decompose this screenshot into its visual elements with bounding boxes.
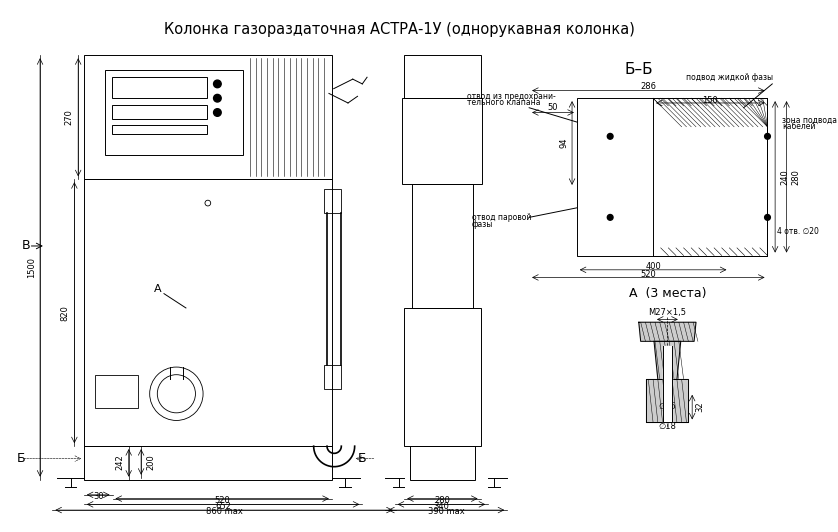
Bar	[404, 55, 480, 98]
Text: 520: 520	[640, 270, 656, 279]
Bar	[324, 365, 341, 389]
Polygon shape	[646, 379, 688, 422]
Polygon shape	[639, 322, 696, 342]
Bar	[84, 179, 332, 446]
Text: 340: 340	[433, 502, 449, 511]
Bar	[404, 308, 480, 446]
Text: 240: 240	[780, 170, 789, 185]
Text: 32: 32	[696, 402, 704, 412]
Text: кабелей: кабелей	[782, 122, 815, 131]
Polygon shape	[654, 342, 680, 379]
Bar	[105, 70, 243, 155]
Bar	[577, 98, 768, 255]
Text: А  (3 места): А (3 места)	[628, 287, 706, 300]
Circle shape	[214, 109, 221, 117]
Text: Б: Б	[358, 452, 366, 465]
Text: Колонка газораздаточная АСТРА-1У (однорукавная колонка): Колонка газораздаточная АСТРА-1У (однору…	[164, 22, 635, 37]
Text: зона подвода: зона подвода	[782, 115, 837, 124]
Bar	[96, 375, 138, 408]
Text: отвод из предохрани-: отвод из предохрани-	[467, 92, 556, 101]
Circle shape	[764, 214, 770, 220]
Text: подвод жидкой фазы: подвод жидкой фазы	[686, 73, 773, 82]
Text: 1500: 1500	[27, 257, 36, 278]
Text: 652: 652	[215, 502, 231, 511]
Circle shape	[608, 134, 613, 139]
Text: 94: 94	[560, 138, 569, 148]
Bar	[411, 184, 473, 308]
Text: 50: 50	[548, 103, 558, 112]
Bar	[84, 446, 332, 479]
Text: 200: 200	[146, 454, 155, 470]
Text: ∅18: ∅18	[659, 422, 676, 431]
Text: тельного клапана: тельного клапана	[467, 98, 541, 107]
Text: отвод паровой: отвод паровой	[472, 213, 531, 222]
Text: 280: 280	[434, 496, 450, 505]
Bar	[402, 98, 483, 184]
Text: ∅15: ∅15	[659, 402, 676, 411]
Text: 820: 820	[60, 305, 70, 321]
Bar	[324, 189, 341, 213]
Polygon shape	[663, 346, 672, 422]
Text: 280: 280	[792, 169, 800, 185]
Text: М27×1,5: М27×1,5	[649, 308, 686, 317]
Circle shape	[764, 134, 770, 139]
Text: 30: 30	[93, 492, 104, 501]
Bar	[111, 77, 207, 98]
Bar	[84, 55, 332, 179]
Text: 390 max: 390 max	[428, 508, 464, 517]
Text: 400: 400	[645, 262, 661, 271]
Text: 520: 520	[215, 496, 230, 505]
Text: 4 отв. ∅20: 4 отв. ∅20	[777, 227, 819, 236]
Bar	[653, 98, 768, 255]
Text: 270: 270	[65, 110, 73, 125]
Text: 860 max: 860 max	[205, 508, 242, 517]
Text: 150: 150	[702, 96, 718, 105]
Bar	[111, 125, 207, 135]
Circle shape	[214, 80, 221, 88]
Bar	[410, 446, 475, 479]
Text: 242: 242	[116, 454, 125, 470]
Bar	[111, 105, 207, 119]
Text: 286: 286	[640, 82, 656, 92]
Text: Б: Б	[17, 452, 25, 465]
Circle shape	[608, 214, 613, 220]
Circle shape	[214, 94, 221, 102]
Text: В: В	[22, 239, 30, 253]
Text: А: А	[153, 284, 161, 294]
Text: фазы: фазы	[472, 220, 494, 229]
Text: Б–Б: Б–Б	[624, 62, 653, 77]
